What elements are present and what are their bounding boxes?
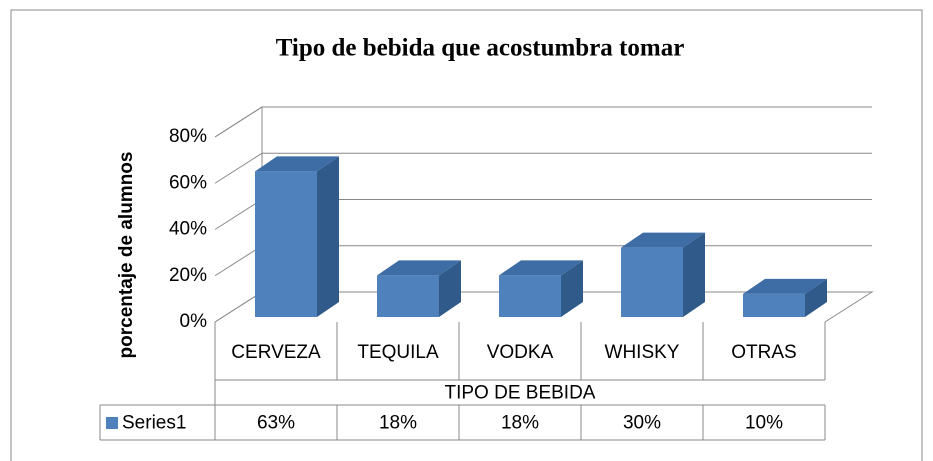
bar bbox=[621, 247, 683, 317]
x-axis-title: TIPO DE BEBIDA bbox=[445, 383, 596, 404]
bar bbox=[377, 275, 439, 317]
x-tick-label: CERVEZA bbox=[231, 342, 321, 363]
chart-border bbox=[10, 9, 923, 461]
grid-line bbox=[214, 152, 872, 184]
grid-line bbox=[214, 106, 872, 138]
table-value: 63% bbox=[257, 413, 295, 434]
legend-label: Series1 bbox=[122, 413, 186, 434]
bar-top bbox=[255, 156, 339, 172]
bar-side bbox=[683, 232, 705, 317]
bar bbox=[255, 171, 317, 317]
table-value: 30% bbox=[623, 413, 661, 434]
table-value: 18% bbox=[501, 413, 539, 434]
y-axis-title: porcentaje de alumnos bbox=[116, 152, 137, 359]
bar-top bbox=[743, 278, 827, 294]
chart-title: Tipo de bebida que acostumbra tomar bbox=[276, 35, 685, 62]
bar-side bbox=[561, 260, 583, 317]
y-tick-label: 60% bbox=[169, 172, 207, 193]
x-tick-label: VODKA bbox=[487, 342, 554, 363]
y-tick-label: 80% bbox=[169, 126, 207, 147]
y-tick-label: 20% bbox=[169, 265, 207, 286]
bar-top bbox=[621, 232, 705, 248]
table-value: 10% bbox=[745, 413, 783, 434]
bar-side bbox=[805, 278, 827, 317]
bar-top bbox=[377, 260, 461, 276]
table-value: 18% bbox=[379, 413, 417, 434]
x-tick-label: OTRAS bbox=[731, 342, 796, 363]
bar bbox=[743, 293, 805, 317]
x-tick-label: TEQUILA bbox=[357, 342, 439, 363]
y-tick-label: 0% bbox=[180, 311, 208, 332]
bar-side bbox=[439, 260, 461, 317]
bar bbox=[499, 275, 561, 317]
legend-swatch bbox=[106, 417, 118, 429]
y-tick-label: 40% bbox=[169, 219, 207, 240]
bar-top bbox=[499, 260, 583, 276]
bar-side bbox=[317, 156, 339, 317]
x-tick-label: WHISKY bbox=[605, 342, 680, 363]
